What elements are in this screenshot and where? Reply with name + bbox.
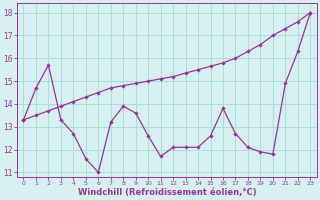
- X-axis label: Windchill (Refroidissement éolien,°C): Windchill (Refroidissement éolien,°C): [77, 188, 256, 197]
